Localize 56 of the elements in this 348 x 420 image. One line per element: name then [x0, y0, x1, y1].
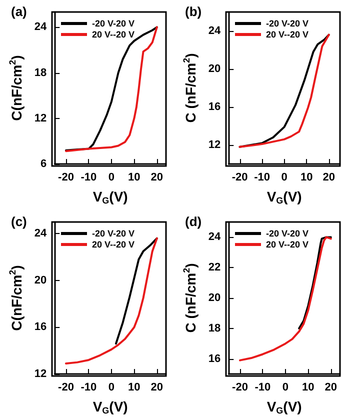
y-tick-label: 20: [34, 274, 47, 286]
y-tick-label: 18: [208, 322, 221, 334]
x-tick-label: -10: [80, 382, 97, 394]
y-axis-title: C(nF/cm2): [8, 55, 24, 121]
x-tick-label: -10: [80, 172, 97, 184]
x-tick-label: -20: [58, 382, 74, 394]
x-tick-label: -20: [58, 172, 74, 184]
y-tick-label: 20: [208, 292, 221, 304]
y-tick-label: 12: [34, 368, 47, 380]
y-tick-label: 16: [208, 101, 221, 113]
x-tick-label: -10: [254, 172, 270, 184]
y-tick-label: 22: [208, 262, 221, 274]
x-tick-label: 0: [108, 172, 115, 184]
y-tick-label: 6: [40, 158, 47, 170]
chart-title: (d): [185, 214, 202, 229]
legend-label: -20 V-20 V: [266, 18, 309, 28]
x-tick-label: -20: [232, 382, 248, 394]
y-tick-label: 16: [34, 321, 47, 334]
y-tick-label: 12: [208, 139, 221, 151]
line-series: [65, 237, 158, 364]
legend-label: 20 V--20 V: [92, 30, 135, 40]
chart-title: (c): [11, 214, 27, 229]
y-tick-label: 24: [208, 231, 222, 244]
y-axis-title: C(nF/cm2): [8, 265, 24, 331]
x-tick-label: 0: [282, 382, 289, 394]
y-axis-title: C (nF/cm2): [182, 263, 198, 333]
x-tick-label: -20: [232, 172, 248, 184]
legend-label: -20 V-20 V: [266, 228, 309, 238]
x-tick-label: 10: [128, 382, 140, 394]
y-tick-label: 24: [34, 228, 48, 240]
chart-title: (b): [185, 4, 202, 19]
y-tick-label: 18: [34, 66, 47, 79]
legend-label: -20 V-20 V: [92, 228, 135, 238]
y-tick-label: 24: [34, 21, 48, 34]
legend-label: 20 V--20 V: [266, 30, 309, 40]
x-tick-label: 0: [108, 382, 115, 394]
x-tick-label: 10: [302, 382, 314, 394]
x-tick-label: -10: [254, 382, 271, 394]
legend-label: 20 V--20 V: [266, 240, 309, 250]
x-tick-label: 10: [300, 172, 313, 184]
legend-label: 20 V--20 V: [92, 240, 135, 250]
line-series: [239, 236, 332, 362]
line-series: [298, 236, 332, 330]
x-tick-label: 20: [322, 172, 335, 184]
y-axis-title: C (nF/cm2): [182, 53, 198, 123]
y-tick-label: 16: [208, 352, 221, 365]
legend-label: -20 V-20 V: [92, 18, 135, 28]
x-tick-label: 20: [150, 172, 164, 184]
x-tick-label: 10: [128, 172, 140, 184]
y-tick-label: 24: [208, 25, 222, 37]
x-tick-label: 20: [150, 382, 164, 394]
y-tick-label: 20: [208, 63, 221, 75]
x-tick-label: 20: [324, 382, 338, 394]
chart-title: (a): [11, 4, 27, 19]
x-tick-label: 0: [281, 172, 288, 184]
y-tick-label: 12: [34, 112, 47, 124]
